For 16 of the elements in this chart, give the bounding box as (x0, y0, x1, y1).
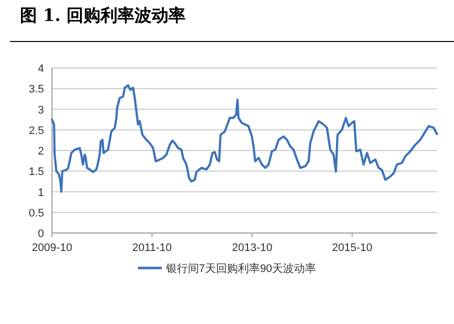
line-series (50, 84, 438, 193)
x-tick-label: 2009-10 (32, 242, 72, 254)
x-tick-label: 2013-10 (232, 242, 272, 254)
y-tick-label: 1.5 (28, 166, 44, 178)
x-tick-label: 2011-10 (132, 242, 172, 254)
y-tick-label: 3 (38, 104, 44, 116)
y-tick-label: 3.5 (28, 84, 44, 96)
y-tick-label: 0 (38, 228, 44, 240)
y-tick-label: 1 (38, 186, 44, 199)
y-tick-label: 2.5 (28, 124, 44, 137)
y-tick-label: 4 (38, 63, 44, 75)
chart-title: 图 1. 回购利率波动率 (20, 5, 187, 28)
y-tick-label: 0.5 (28, 207, 44, 220)
x-tick-label: 2015-10 (332, 242, 372, 254)
y-tick-label: 2 (38, 146, 44, 158)
legend-label: 银行间7天回购利率90天波动率 (164, 262, 316, 275)
